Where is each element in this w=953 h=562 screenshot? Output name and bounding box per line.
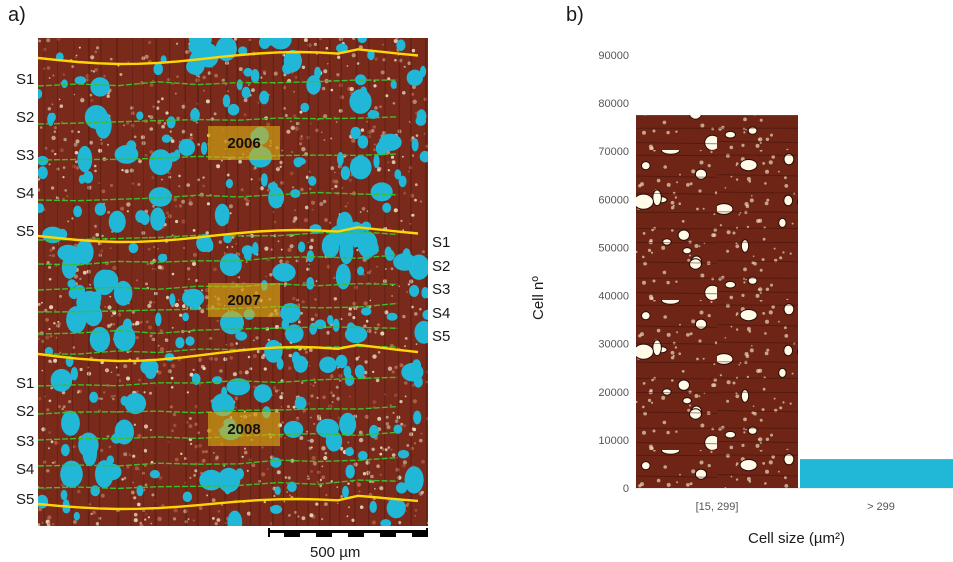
- y-tick-label: 40000: [598, 291, 629, 303]
- year-label-2006: 2006: [208, 126, 280, 160]
- sector-label-right: S5: [432, 328, 451, 345]
- y-axis-title: Cell nº: [530, 276, 547, 320]
- x-tick-labels: [15, 299] > 299: [696, 501, 895, 513]
- y-tick-label: 70000: [598, 146, 629, 158]
- y-tick-labels: 0 10000 20000 30000 40000 50000 60000 70000 8000…: [598, 50, 629, 495]
- y-tick-label: 60000: [598, 194, 629, 206]
- y-tick-label: 10000: [598, 435, 629, 447]
- y-tick-label: 20000: [598, 387, 629, 399]
- sector-label-left: S3: [16, 433, 35, 450]
- year-label-2007: 2007: [208, 283, 280, 317]
- sector-label-left: S5: [16, 491, 35, 508]
- ring-boundaries: [38, 48, 419, 511]
- y-tick-label: 90000: [598, 50, 629, 62]
- sector-label-left: S5: [16, 223, 35, 240]
- sector-label-right: S1: [432, 234, 451, 251]
- panel-b-label: b): [566, 4, 584, 26]
- sector-label-left: S3: [16, 147, 35, 164]
- x-axis-title: Cell size (µm²): [748, 530, 845, 547]
- sector-label-right: S4: [432, 305, 451, 322]
- sector-label-right: S3: [432, 281, 451, 298]
- bar-1: [800, 459, 953, 488]
- bar-0: [636, 115, 798, 488]
- sector-label-left: S2: [16, 403, 35, 420]
- sector-label-left: S1: [16, 71, 35, 88]
- bars: [636, 115, 953, 488]
- sector-label-left: S2: [16, 109, 35, 126]
- sector-label-left: S1: [16, 375, 35, 392]
- y-tick-label: 30000: [598, 339, 629, 351]
- panel-a-label: a): [8, 4, 26, 26]
- x-tick-label: [15, 299]: [696, 501, 739, 513]
- year-label-2008: 2008: [208, 412, 280, 446]
- scale-bar-label: 500 µm: [310, 544, 361, 561]
- wood-micrograph: [38, 38, 428, 526]
- y-tick-label: 50000: [598, 242, 629, 254]
- sector-label-left: S4: [16, 461, 35, 478]
- y-tick-label: 0: [623, 483, 629, 495]
- x-tick-label: > 299: [867, 501, 895, 513]
- sector-label-left: S4: [16, 185, 35, 202]
- bar-chart: 0 10000 20000 30000 40000 50000 60000 70000 8000…: [598, 50, 953, 513]
- scale-bar: [268, 528, 428, 537]
- y-tick-label: 80000: [598, 98, 629, 110]
- sector-label-right: S2: [432, 258, 451, 275]
